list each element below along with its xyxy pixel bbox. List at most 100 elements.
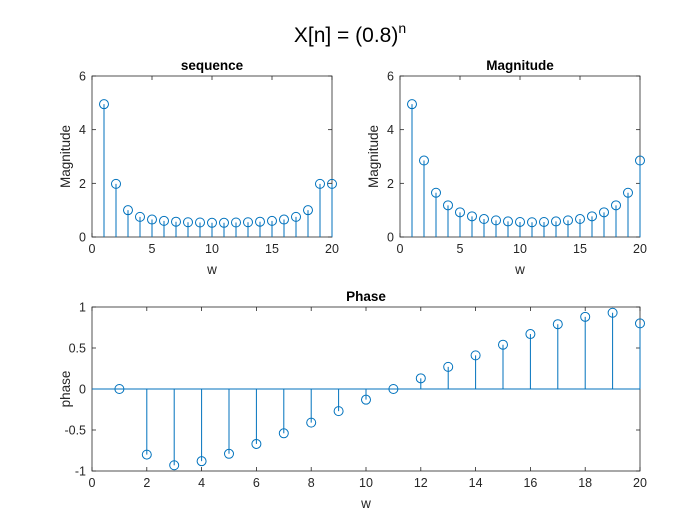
stem-marker <box>443 361 454 372</box>
x-tick-label: 0 <box>397 242 404 256</box>
stem-marker <box>515 216 525 227</box>
stem-marker <box>551 216 561 227</box>
stem-marker <box>503 216 513 227</box>
stem-marker <box>243 217 253 228</box>
x-tick-label: 8 <box>308 476 315 490</box>
axes-title: Phase <box>346 289 386 304</box>
stem-marker <box>443 200 453 211</box>
y-tick-label: 0 <box>387 231 394 245</box>
stem-marker <box>278 428 289 439</box>
stem-marker <box>303 205 313 216</box>
x-tick-label: 15 <box>573 242 587 256</box>
y-tick-label: 0.5 <box>69 342 86 356</box>
stem-marker <box>611 200 621 211</box>
stem-marker <box>333 406 344 417</box>
x-tick-label: 2 <box>143 476 150 490</box>
x-axis-label: w <box>206 262 217 277</box>
stem-marker <box>580 311 591 322</box>
stem-marker <box>306 417 317 428</box>
x-tick-label: 10 <box>359 476 373 490</box>
stem-marker <box>498 339 508 350</box>
x-tick-label: 5 <box>457 242 464 256</box>
y-tick-label: 1 <box>79 301 86 315</box>
stem-marker <box>479 214 489 225</box>
stem-marker <box>455 207 465 218</box>
stem-marker <box>196 456 207 467</box>
stem-marker <box>467 211 477 222</box>
y-tick-label: -0.5 <box>64 424 86 438</box>
stem-marker <box>470 350 481 361</box>
stem-marker <box>623 187 633 198</box>
y-tick-label: 6 <box>79 70 86 84</box>
stem-marker <box>539 216 549 227</box>
stem-marker <box>195 217 205 228</box>
stem-marker <box>219 217 229 228</box>
y-tick-label: 4 <box>79 123 86 137</box>
stem-marker <box>388 384 399 394</box>
y-tick-label: -1 <box>75 465 86 479</box>
y-axis-label: Magnitude <box>58 125 73 188</box>
axes-title: sequence <box>181 58 244 73</box>
stem-marker <box>111 178 121 189</box>
x-tick-label: 4 <box>198 476 205 490</box>
axes-magnitude: 0 5 10 15 20 0 2 4 6 Magnitude w Magnitude <box>366 58 647 277</box>
x-axis-label: w <box>514 262 525 277</box>
x-tick-label: 16 <box>523 476 537 490</box>
x-tick-label: 20 <box>633 242 647 256</box>
x-tick-label: 20 <box>633 476 647 490</box>
stem-marker <box>279 214 289 225</box>
y-tick-label: 2 <box>79 177 86 191</box>
stem-marker <box>491 215 501 226</box>
stem-marker <box>114 384 125 394</box>
x-tick-label: 20 <box>325 242 339 256</box>
stem-marker <box>361 394 371 405</box>
x-tick-label: 6 <box>253 476 260 490</box>
x-tick-label: 5 <box>149 242 156 256</box>
y-axis-label: phase <box>58 371 73 408</box>
stem-marker <box>525 329 536 340</box>
stem-marker <box>169 460 180 471</box>
stem-marker <box>327 178 337 189</box>
stem-marker <box>575 214 585 225</box>
stem-marker <box>123 205 133 216</box>
axes-phase: 0 2 4 6 8 10 12 14 16 18 20 -1 -0.5 0 0.5 1 Phase w phase <box>58 289 647 511</box>
stem-marker <box>315 178 325 189</box>
axes-title: Magnitude <box>486 58 554 73</box>
y-tick-label: 0 <box>79 383 86 397</box>
stem-marker <box>415 373 426 384</box>
x-axis-label: w <box>360 496 371 511</box>
stem-marker <box>635 155 645 166</box>
stem-marker <box>635 318 645 329</box>
y-tick-label: 4 <box>387 123 394 137</box>
stem-marker <box>607 307 618 318</box>
stem-marker <box>431 187 441 198</box>
stem-marker <box>135 211 145 222</box>
stem-marker <box>291 211 301 222</box>
x-tick-label: 18 <box>578 476 592 490</box>
x-tick-label: 14 <box>469 476 483 490</box>
x-tick-label: 12 <box>414 476 428 490</box>
stem-marker <box>419 155 429 166</box>
x-tick-label: 0 <box>89 476 96 490</box>
stem-marker <box>251 438 262 449</box>
suptitle-main: X[n] = (0.8) <box>294 24 398 47</box>
stem-marker <box>267 215 277 226</box>
stem-marker <box>183 217 193 228</box>
stem-marker <box>207 217 217 228</box>
axes-sequence: 0 5 10 15 20 0 2 4 6 sequence w Magnitude <box>58 58 339 277</box>
stem-marker <box>599 207 609 218</box>
y-axis-label: Magnitude <box>366 125 381 188</box>
y-tick-label: 2 <box>387 177 394 191</box>
stem-marker <box>563 215 573 226</box>
suptitle-exponent: n <box>398 20 406 36</box>
stem-marker <box>231 217 241 228</box>
stem-marker <box>552 319 563 330</box>
stem-marker <box>407 99 417 110</box>
y-tick-label: 0 <box>79 231 86 245</box>
stem-marker <box>255 216 265 227</box>
x-tick-label: 10 <box>513 242 527 256</box>
y-tick-label: 6 <box>387 70 394 84</box>
stem-marker <box>159 215 169 226</box>
stem-marker <box>141 449 152 460</box>
